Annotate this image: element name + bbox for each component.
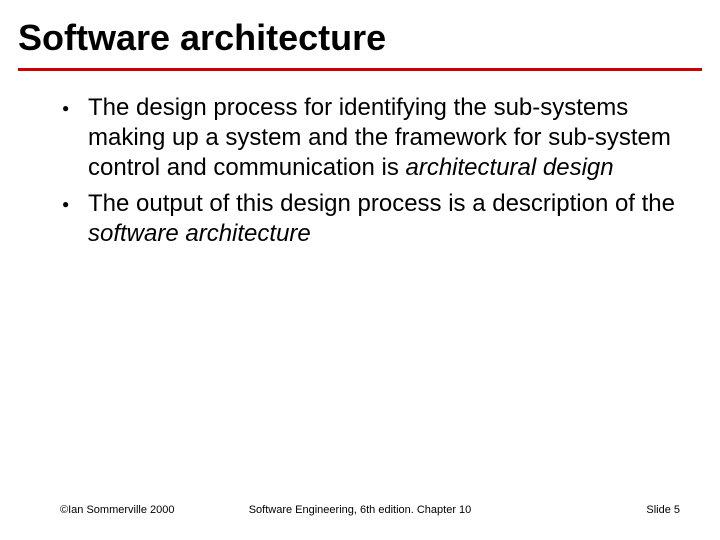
bullet-text-italic: architectural design — [405, 154, 613, 181]
footer-copyright: ©Ian Sommerville 2000 — [60, 504, 175, 516]
bullet-text-pre: The output of this design process is a d… — [88, 190, 675, 217]
slide: Software architecture ● The design proce… — [0, 0, 720, 540]
bullet-text: The output of this design process is a d… — [88, 189, 680, 249]
slide-footer: ©Ian Sommerville 2000 Software Engineeri… — [0, 504, 720, 516]
bullet-marker-icon: ● — [60, 189, 88, 219]
slide-body: ● The design process for identifying the… — [0, 71, 720, 249]
title-block: Software architecture — [0, 0, 720, 64]
bullet-item: ● The output of this design process is a… — [60, 189, 680, 249]
footer-slide-number: Slide 5 — [646, 504, 680, 516]
bullet-text: The design process for identifying the s… — [88, 93, 680, 183]
slide-title: Software architecture — [18, 18, 702, 58]
bullet-marker-icon: ● — [60, 93, 88, 123]
bullet-item: ● The design process for identifying the… — [60, 93, 680, 183]
bullet-text-italic: software architecture — [88, 220, 311, 247]
